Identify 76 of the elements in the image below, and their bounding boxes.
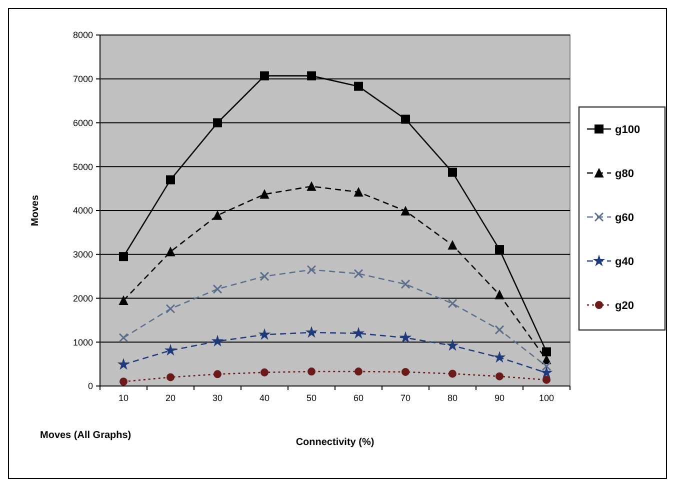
point [307, 71, 316, 80]
point [306, 327, 317, 337]
text: Moves (All Graphs) [40, 430, 132, 441]
point [260, 272, 270, 282]
y-tick-label: 8000 [72, 30, 93, 40]
point [448, 168, 457, 177]
x-tick-label: 30 [212, 393, 223, 403]
x-tick-label: 90 [494, 393, 505, 403]
point [118, 359, 129, 369]
point [166, 247, 175, 256]
point [260, 368, 268, 376]
point [401, 206, 410, 216]
legend-label: g60 [615, 212, 634, 224]
y-tick-label: 2000 [72, 293, 93, 304]
y-axis-title: Moves [30, 194, 41, 226]
point [402, 368, 410, 376]
y-tick-label: 1000 [72, 337, 93, 348]
point [495, 245, 504, 254]
legend-label: g100 [615, 124, 640, 136]
x-tick-label: 80 [447, 393, 458, 403]
point [401, 114, 410, 124]
point [542, 347, 551, 356]
point [260, 71, 269, 80]
point [353, 328, 364, 338]
y-tick-label: 7000 [72, 74, 93, 84]
point [354, 82, 363, 91]
point [495, 290, 504, 300]
legend-label: g20 [615, 300, 634, 312]
point [166, 304, 176, 314]
point [400, 279, 410, 289]
point [166, 373, 174, 382]
x-tick-label: 100 [538, 393, 554, 403]
point [448, 240, 457, 250]
point [118, 332, 128, 342]
point [494, 352, 505, 362]
y-tick-label: 6000 [72, 118, 93, 128]
x-tick-label: 20 [165, 393, 176, 403]
y-tick-label: 4000 [72, 206, 93, 216]
point [165, 345, 176, 355]
x-tick-label: 70 [400, 393, 411, 403]
point [354, 368, 362, 376]
point [307, 182, 316, 191]
legend-label: g40 [615, 256, 634, 268]
point [308, 368, 316, 376]
point [400, 332, 411, 342]
x-tick-label: 40 [259, 393, 270, 403]
point [212, 336, 223, 346]
point [119, 296, 128, 305]
point [354, 188, 363, 197]
point [119, 252, 128, 262]
point [542, 376, 550, 384]
point [542, 362, 552, 372]
x-tick-label: 10 [118, 393, 129, 403]
point [214, 370, 222, 378]
point [447, 340, 458, 350]
point [213, 118, 222, 128]
point [166, 175, 175, 184]
x-tick-label: 50 [306, 393, 317, 403]
point [306, 264, 316, 274]
y-tick-label: 5000 [72, 162, 93, 172]
point [494, 325, 504, 335]
y-tick-label: 0 [88, 381, 93, 392]
point [496, 372, 504, 380]
point [541, 368, 552, 378]
point [448, 298, 458, 308]
point [213, 210, 222, 220]
x-tick-label: 60 [353, 393, 364, 403]
legend-label: g80 [615, 168, 634, 180]
point [259, 329, 270, 340]
point [354, 268, 364, 278]
point [120, 378, 128, 386]
x-axis-title: Connectivity (%) [296, 437, 374, 448]
y-tick-label: 3000 [72, 250, 93, 260]
point [212, 284, 222, 294]
point [448, 370, 456, 378]
point [260, 190, 269, 199]
